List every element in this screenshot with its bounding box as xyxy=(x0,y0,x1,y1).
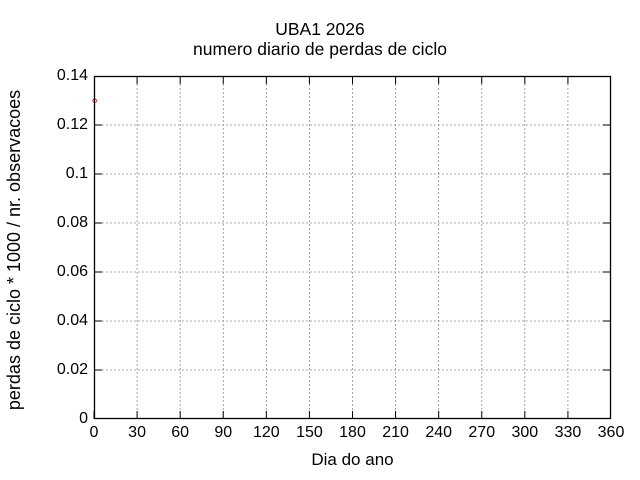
svg-text:0.02: 0.02 xyxy=(57,361,88,378)
svg-text:240: 240 xyxy=(425,424,452,441)
svg-text:0.12: 0.12 xyxy=(57,116,88,133)
svg-text:330: 330 xyxy=(555,424,582,441)
svg-text:300: 300 xyxy=(511,424,538,441)
svg-text:perdas de ciclo * 1000 / nr. o: perdas de ciclo * 1000 / nr. observacoes xyxy=(4,90,24,410)
svg-text:360: 360 xyxy=(598,424,625,441)
svg-text:0: 0 xyxy=(79,410,88,427)
svg-text:0: 0 xyxy=(90,424,99,441)
svg-text:150: 150 xyxy=(296,424,323,441)
svg-text:0.14: 0.14 xyxy=(57,67,88,84)
svg-text:Dia do ano: Dia do ano xyxy=(311,450,393,469)
svg-text:0.04: 0.04 xyxy=(57,312,88,329)
svg-text:180: 180 xyxy=(339,424,366,441)
svg-text:0.06: 0.06 xyxy=(57,263,88,280)
svg-text:0.1: 0.1 xyxy=(66,165,88,182)
svg-text:60: 60 xyxy=(171,424,189,441)
svg-text:30: 30 xyxy=(128,424,146,441)
svg-text:270: 270 xyxy=(468,424,495,441)
svg-text:0.08: 0.08 xyxy=(57,214,88,231)
svg-text:120: 120 xyxy=(253,424,280,441)
svg-text:210: 210 xyxy=(382,424,409,441)
svg-text:90: 90 xyxy=(214,424,232,441)
